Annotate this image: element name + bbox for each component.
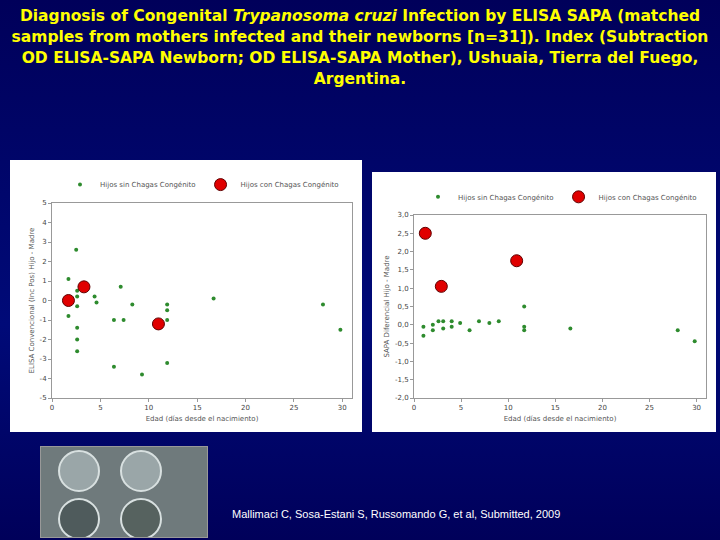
svg-text:0: 0 [42,297,46,305]
html-text:Diagnosis of Congenital Trypan: Diagnosis of Congenital Trypanosoma cruz… [11,7,709,88]
svg-text:Hijos con Chagas Congénito: Hijos con Chagas Congénito [241,181,339,189]
svg-text:-1,0: -1,0 [395,358,409,366]
svg-text:20: 20 [598,404,607,412]
svg-text:0,5: 0,5 [397,303,408,311]
svg-text:30: 30 [692,404,701,412]
svg-text:1: 1 [42,277,46,285]
svg-text:5: 5 [459,404,463,412]
svg-text:25: 25 [289,404,298,412]
svg-text:1,0: 1,0 [397,285,408,293]
svg-text:Edad (días desde el nacimiento: Edad (días desde el nacimiento) [146,415,259,423]
svg-text:-5: -5 [40,394,47,402]
svg-text:-1,5: -1,5 [395,376,409,384]
svg-text:5: 5 [98,404,102,412]
svg-text:-2: -2 [40,336,47,344]
svg-text:Hijos con Chagas Congénito: Hijos con Chagas Congénito [599,194,697,202]
svg-text:4: 4 [42,219,47,227]
svg-text:15: 15 [551,404,560,412]
svg-text:20: 20 [241,404,250,412]
svg-text:3: 3 [42,238,46,246]
svg-text:2: 2 [42,258,46,266]
svg-text:Hijos sin Chagas Congénito: Hijos sin Chagas Congénito [100,181,196,189]
svg-text:SAPA Diferencial Hijo - Madre: SAPA Diferencial Hijo - Madre [383,255,391,357]
svg-text:2,5: 2,5 [397,230,408,238]
svg-text:5: 5 [42,199,46,207]
svg-text:0,0: 0,0 [397,321,408,329]
svg-text:0: 0 [412,404,416,412]
svg-text:-0,5: -0,5 [395,340,409,348]
svg-text:0: 0 [50,404,54,412]
svg-text:ELISA Convencional (Inc Pos) H: ELISA Convencional (Inc Pos) Hijo - Madr… [28,228,36,374]
svg-text:25: 25 [645,404,654,412]
svg-text:3,0: 3,0 [397,211,408,219]
svg-text:-3: -3 [40,355,47,363]
svg-text:Hijos sin Chagas Congénito: Hijos sin Chagas Congénito [458,194,554,202]
svg-text:10: 10 [144,404,153,412]
svg-text:-4: -4 [40,375,48,383]
svg-text:30: 30 [338,404,347,412]
svg-text:-2,0: -2,0 [395,394,409,402]
html-text:Mallimaci C, Sosa-Estani S, Ru: Mallimaci C, Sosa-Estani S, Russomando G… [232,508,561,520]
svg-text:1,5: 1,5 [397,266,408,274]
svg-text:10: 10 [504,404,513,412]
svg-text:2,0: 2,0 [397,248,408,256]
svg-text:-1: -1 [40,316,47,324]
svg-text:15: 15 [193,404,202,412]
svg-text:Edad (días desde el nacimiento: Edad (días desde el nacimiento) [504,415,617,423]
